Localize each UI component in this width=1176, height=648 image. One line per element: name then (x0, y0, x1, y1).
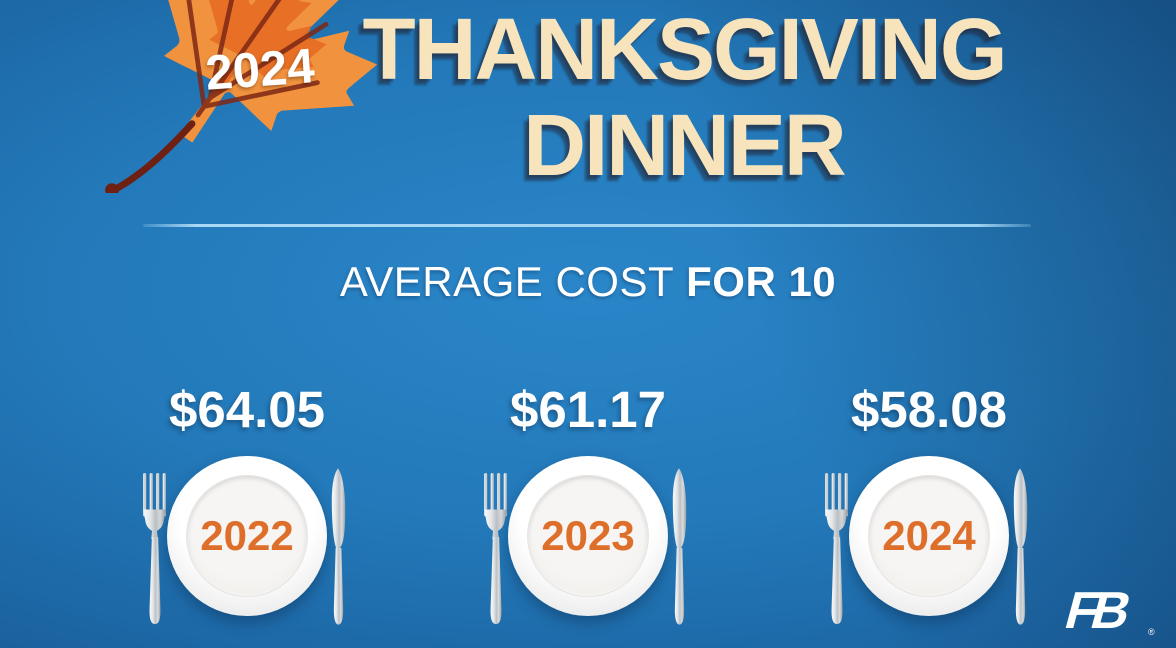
divider-line (143, 224, 1031, 227)
plate-year-label: 2023 (541, 512, 635, 559)
title-line-2: DINNER (523, 97, 847, 194)
logo-registered-mark: ® (1148, 627, 1155, 637)
fork-icon (143, 472, 166, 625)
leaf-stem-tip (105, 183, 119, 193)
subtitle: AVERAGE COST FOR 10 (0, 258, 1176, 306)
cost-label-2024: $58.08 (851, 381, 1007, 438)
year-badge: 2024 (203, 39, 317, 101)
place-setting-2023: $61.17 2023 (481, 368, 695, 644)
knife-icon (331, 468, 346, 625)
plate-year-label: 2024 (882, 512, 976, 559)
plate: 2022 (167, 456, 327, 616)
subtitle-regular: AVERAGE COST (339, 258, 675, 305)
cost-label-2022: $64.05 (169, 381, 325, 438)
subtitle-bold: FOR 10 (686, 258, 837, 305)
place-setting-2024: $58.08 2024 (822, 368, 1036, 644)
leaf-stem (109, 120, 196, 193)
knife-icon (672, 468, 687, 625)
plate: 2023 (508, 456, 668, 616)
plate-inner: 2023 (527, 475, 649, 597)
fork-icon (484, 472, 507, 625)
page-title: THANKSGIVING DINNER (348, 2, 1020, 194)
plate-inner: 2024 (868, 475, 990, 597)
title-line-1: THANKSGIVING (362, 1, 1007, 98)
place-setting-2022: $64.05 2022 (140, 368, 354, 644)
farm-bureau-logo-icon: FB ® (1059, 584, 1155, 638)
plate-year-label: 2022 (200, 512, 294, 559)
plate: 2024 (849, 456, 1009, 616)
knife-icon (1013, 468, 1028, 625)
leaf-veins (185, 0, 329, 118)
cost-label-2023: $61.17 (510, 381, 666, 438)
plate-inner: 2022 (186, 475, 308, 597)
fork-icon (825, 472, 848, 625)
maple-leaf-icon (105, 0, 378, 193)
logo-text: FB (1059, 584, 1136, 638)
